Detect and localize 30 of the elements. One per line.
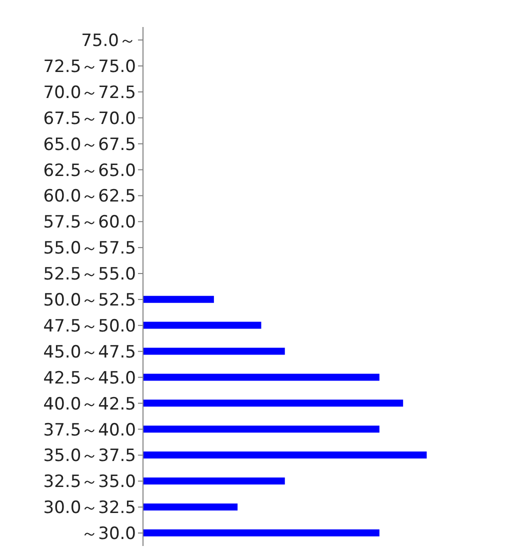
y-tick-label: ～30.0 xyxy=(81,524,136,544)
y-tick-label: 55.0～57.5 xyxy=(43,238,136,259)
y-tick-label: 45.0～47.5 xyxy=(43,342,136,362)
y-tick-label: 62.5～65.0 xyxy=(43,160,136,181)
bar xyxy=(143,296,214,303)
y-tick-label: 30.0～32.5 xyxy=(43,498,136,518)
y-tick-label: 47.5～50.0 xyxy=(43,316,136,336)
y-tick-label: 75.0～ xyxy=(81,31,136,52)
y-tick-label: 52.5～55.0 xyxy=(43,264,136,285)
y-tick-label: 60.0～62.5 xyxy=(43,186,136,207)
bar xyxy=(143,348,285,355)
bar xyxy=(143,322,262,329)
bar xyxy=(143,374,380,381)
bar xyxy=(143,452,427,459)
bar xyxy=(143,503,238,510)
y-tick-label: 35.0～37.5 xyxy=(43,446,136,466)
y-tick-label: 50.0～52.5 xyxy=(43,290,136,311)
bar xyxy=(143,529,380,536)
y-tick-label: 40.0～42.5 xyxy=(43,394,136,414)
y-tick-label: 67.5～70.0 xyxy=(43,108,136,129)
y-tick-label: 70.0～72.5 xyxy=(43,82,136,103)
bar xyxy=(143,400,404,407)
y-tick-label: 32.5～35.0 xyxy=(43,472,136,492)
y-tick-label: 42.5～45.0 xyxy=(43,368,136,388)
y-tick-label: 37.5～40.0 xyxy=(43,420,136,440)
y-tick-label: 72.5～75.0 xyxy=(43,56,136,77)
bar xyxy=(143,426,380,433)
bar xyxy=(143,477,285,484)
y-tick-label: 65.0～67.5 xyxy=(43,134,136,155)
y-tick-label: 57.5～60.0 xyxy=(43,212,136,233)
